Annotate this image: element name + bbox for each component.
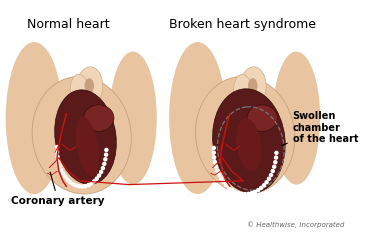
Circle shape: [56, 155, 59, 158]
Ellipse shape: [109, 52, 157, 185]
Circle shape: [244, 192, 247, 196]
Ellipse shape: [239, 67, 266, 108]
Circle shape: [262, 184, 266, 187]
Circle shape: [66, 178, 69, 181]
Circle shape: [215, 165, 217, 168]
Ellipse shape: [234, 74, 253, 108]
Circle shape: [58, 164, 61, 167]
Ellipse shape: [55, 90, 116, 184]
Circle shape: [274, 161, 277, 164]
Circle shape: [260, 186, 263, 189]
Circle shape: [230, 188, 233, 192]
Ellipse shape: [32, 77, 131, 194]
Ellipse shape: [247, 105, 277, 132]
Circle shape: [222, 180, 225, 184]
Circle shape: [104, 158, 107, 161]
Text: Swollen
chamber
of the heart: Swollen chamber of the heart: [282, 111, 358, 145]
Circle shape: [87, 184, 90, 186]
Ellipse shape: [195, 77, 295, 194]
Ellipse shape: [85, 78, 94, 93]
Circle shape: [269, 174, 273, 177]
Circle shape: [60, 168, 63, 171]
Circle shape: [234, 190, 237, 193]
Ellipse shape: [76, 67, 103, 108]
Ellipse shape: [6, 42, 63, 194]
Circle shape: [216, 169, 219, 172]
Circle shape: [105, 148, 108, 151]
Circle shape: [256, 189, 260, 192]
Circle shape: [268, 177, 270, 180]
Circle shape: [265, 181, 268, 184]
Circle shape: [95, 177, 98, 180]
Circle shape: [273, 165, 276, 168]
Circle shape: [72, 183, 75, 186]
Text: Broken heart syndrome: Broken heart syndrome: [169, 18, 316, 31]
Ellipse shape: [84, 105, 114, 132]
Text: Coronary artery: Coronary artery: [11, 172, 105, 206]
Ellipse shape: [213, 89, 285, 193]
Ellipse shape: [76, 117, 99, 177]
Circle shape: [75, 184, 78, 187]
Circle shape: [103, 162, 106, 165]
Circle shape: [78, 185, 81, 188]
Circle shape: [213, 161, 216, 163]
Ellipse shape: [70, 74, 89, 108]
Text: Normal heart: Normal heart: [27, 18, 110, 31]
Circle shape: [93, 180, 96, 183]
Ellipse shape: [273, 52, 320, 185]
Circle shape: [237, 192, 240, 195]
Circle shape: [98, 174, 100, 177]
Text: © Healthwise, Incorporated: © Healthwise, Incorporated: [247, 222, 344, 228]
Circle shape: [254, 190, 256, 193]
Circle shape: [247, 192, 250, 195]
Circle shape: [275, 156, 277, 159]
Ellipse shape: [169, 42, 226, 194]
Circle shape: [227, 186, 230, 189]
Circle shape: [217, 173, 221, 176]
Circle shape: [271, 169, 274, 173]
Circle shape: [250, 192, 253, 195]
Circle shape: [213, 156, 216, 159]
Circle shape: [212, 146, 215, 150]
Circle shape: [69, 181, 72, 184]
Circle shape: [81, 185, 84, 188]
Circle shape: [90, 182, 93, 185]
Circle shape: [105, 153, 107, 156]
Circle shape: [100, 170, 103, 174]
Ellipse shape: [236, 118, 262, 171]
Circle shape: [64, 175, 67, 178]
Ellipse shape: [248, 78, 258, 93]
Circle shape: [240, 192, 243, 195]
Circle shape: [84, 185, 87, 188]
Circle shape: [212, 151, 215, 154]
Circle shape: [220, 177, 223, 180]
Circle shape: [61, 172, 65, 175]
Circle shape: [275, 151, 278, 154]
Circle shape: [56, 150, 59, 153]
Circle shape: [101, 167, 105, 169]
Circle shape: [56, 146, 59, 149]
Circle shape: [224, 184, 227, 187]
Circle shape: [57, 160, 60, 163]
